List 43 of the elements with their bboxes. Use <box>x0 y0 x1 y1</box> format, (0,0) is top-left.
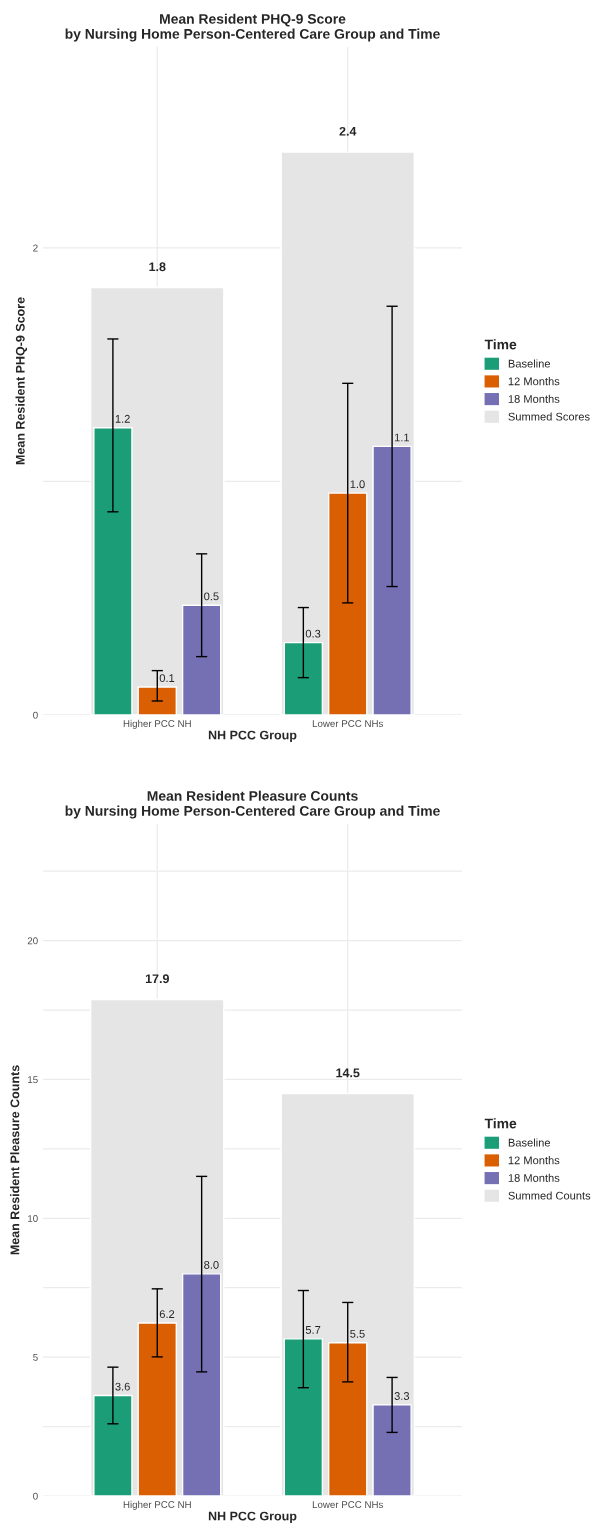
y-axis-title: Mean Resident PHQ-9 Score <box>15 297 28 465</box>
x-tick-label: Lower PCC NHs <box>312 720 384 727</box>
y-tick-label: 20 <box>27 937 38 945</box>
legend-label: Summed Scores <box>508 412 590 421</box>
y-tick-label: 0 <box>33 1492 38 1500</box>
x-tick-label: Lower PCC NHs <box>312 1501 384 1508</box>
y-tick-label: 0 <box>33 711 38 719</box>
legend-label: Summed Counts <box>508 1191 591 1200</box>
y-tick-label: 10 <box>28 1215 38 1222</box>
data-label: 1.0 <box>350 480 365 489</box>
chart-title: Mean Resident PHQ-9 Score by Nursing Home Person-Centered Care Group and Time <box>65 13 440 42</box>
y-tick-label: 15 <box>28 1076 38 1084</box>
legend-label: Baseline <box>508 1138 551 1147</box>
data-label: 5.7 <box>305 1326 321 1334</box>
x-axis-title: NH PCC Group <box>208 1511 297 1523</box>
legend-label: 12 Months <box>508 377 560 386</box>
legend-title: Time <box>484 339 517 350</box>
data-label: 3.3 <box>394 1392 410 1400</box>
data-label: 5.5 <box>350 1329 365 1338</box>
legend-title: Time <box>484 1118 517 1129</box>
data-label: 6.2 <box>159 1310 175 1319</box>
y-axis-title: Mean Resident Pleasure Counts <box>10 1065 20 1255</box>
y-tick-label: 2 <box>33 244 38 252</box>
data-label: 14.5 <box>336 1068 360 1078</box>
legend-label: 12 Months <box>508 1156 560 1165</box>
data-label: 1.2 <box>115 414 130 423</box>
data-label: 1.1 <box>394 433 410 442</box>
data-label: 3.6 <box>115 1382 130 1391</box>
chart-title: Mean Resident Pleasure Counts by Nursing Home Person-Centered Care Group and Time <box>65 790 440 819</box>
legend-label: 18 Months <box>508 394 560 403</box>
legend-label: 18 Months <box>508 1173 560 1182</box>
legend-label: Baseline <box>508 359 551 368</box>
y-tick-label: 5 <box>33 1353 38 1361</box>
x-tick-label: Higher PCC NH <box>123 719 191 729</box>
data-label: 2.4 <box>339 126 357 136</box>
data-label: 0.3 <box>305 629 321 638</box>
x-tick-label: Higher PCC NH <box>123 1500 191 1510</box>
x-axis-title: NH PCC Group <box>208 730 297 742</box>
data-label: 1.8 <box>149 262 166 272</box>
data-label: 8.0 <box>204 1261 219 1269</box>
data-label: 0.5 <box>204 592 219 601</box>
data-label: 0.1 <box>159 674 175 682</box>
data-label: 17.9 <box>145 974 169 984</box>
